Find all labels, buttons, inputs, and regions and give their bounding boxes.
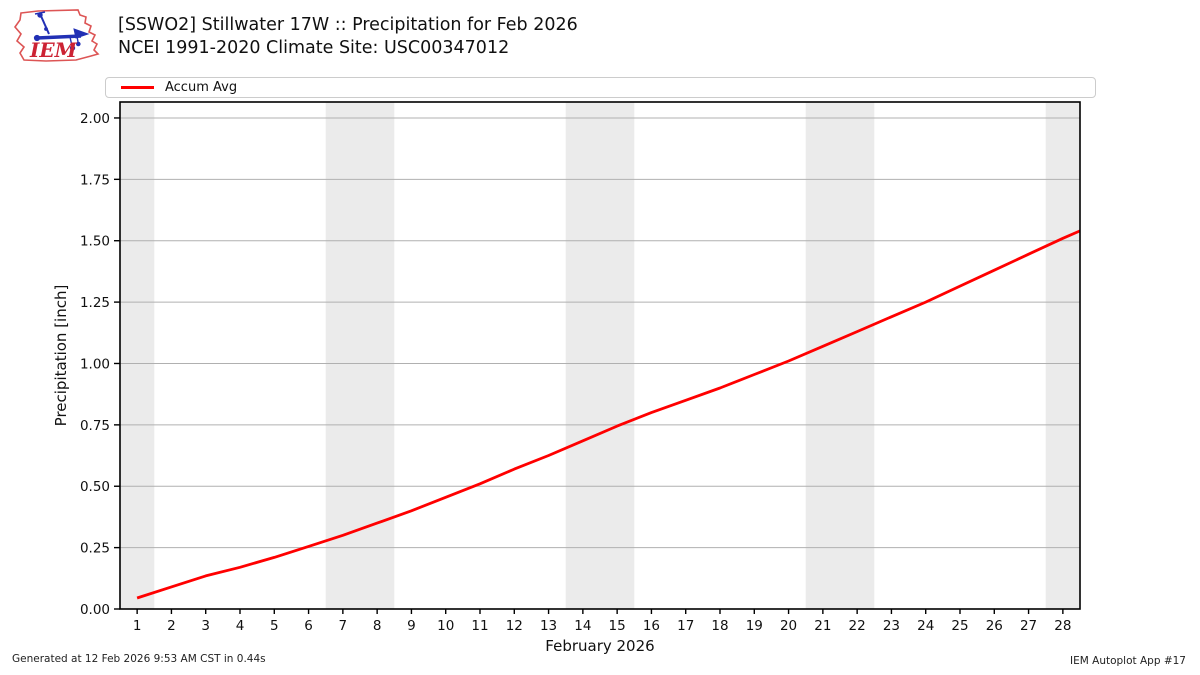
y-tick-label: 0.25 — [80, 541, 110, 557]
x-tick-label: 1 — [133, 618, 142, 634]
y-tick-label: 1.25 — [80, 295, 110, 311]
generated-at-text: Generated at 12 Feb 2026 9:53 AM CST in … — [12, 653, 266, 665]
x-tick-label: 8 — [373, 618, 382, 634]
x-tick-label: 2 — [167, 618, 176, 634]
x-axis-label: February 2026 — [545, 637, 654, 655]
chart-title-block: [SSWO2] Stillwater 17W :: Precipitation … — [118, 14, 578, 60]
chart-title: [SSWO2] Stillwater 17W :: Precipitation … — [118, 15, 578, 35]
app-credit-text: IEM Autoplot App #17 — [1070, 655, 1186, 667]
x-tick-label: 27 — [1020, 618, 1037, 634]
x-tick-label: 4 — [236, 618, 245, 634]
x-tick-label: 21 — [814, 618, 831, 634]
y-tick-label: 0.50 — [80, 479, 110, 495]
iowa-outline — [13, 9, 100, 62]
plot-border — [119, 101, 1081, 610]
accum-avg-legend-label: Accum Avg — [165, 80, 238, 95]
x-tick-label: 16 — [643, 618, 660, 634]
accum-avg-legend-swatch — [121, 86, 154, 89]
weekend-band — [120, 102, 155, 609]
x-tick-label: 23 — [883, 618, 900, 634]
y-tick-label: 1.50 — [80, 234, 110, 250]
y-tick-label: 0.00 — [80, 602, 110, 618]
weather-instrument-icon — [33, 11, 90, 51]
weekend-band — [565, 102, 635, 609]
x-tick-label: 11 — [471, 618, 488, 634]
x-tick-label: 15 — [609, 618, 626, 634]
x-tick-label: 26 — [986, 618, 1003, 634]
y-tick-label: 1.00 — [80, 356, 110, 372]
iem-logo-graphic: IEM — [13, 9, 100, 62]
accum-avg-line — [136, 229, 1081, 600]
y-tick-label: 1.75 — [80, 172, 110, 188]
x-tick-label: 22 — [849, 618, 866, 634]
x-tick-label: 17 — [677, 618, 694, 634]
weekend-band — [1045, 102, 1080, 609]
x-tick-label: 5 — [270, 618, 279, 634]
x-tick-label: 3 — [201, 618, 210, 634]
x-tick-label: 9 — [407, 618, 416, 634]
x-tick-label: 28 — [1054, 618, 1071, 634]
weekend-band — [325, 102, 395, 609]
x-tick-label: 12 — [506, 618, 523, 634]
x-tick-label: 14 — [574, 618, 591, 634]
y-axis-label: Precipitation [inch] — [52, 285, 70, 427]
legend-box: Accum Avg — [105, 77, 1096, 98]
x-tick-label: 13 — [540, 618, 557, 634]
x-tick-label: 6 — [304, 618, 313, 634]
iem-logo: IEM — [8, 5, 112, 65]
x-tick-label: 10 — [437, 618, 454, 634]
y-tick-label: 2.00 — [80, 111, 110, 127]
x-tick-label: 7 — [339, 618, 348, 634]
chart-subtitle: NCEI 1991-2020 Climate Site: USC00347012 — [118, 38, 510, 58]
x-tick-label: 18 — [711, 618, 728, 634]
y-tick-label: 0.75 — [80, 418, 110, 434]
x-tick-label: 25 — [951, 618, 968, 634]
iem-logo-text: IEM — [29, 38, 78, 62]
weekend-band — [805, 102, 875, 609]
x-tick-label: 24 — [917, 618, 934, 634]
x-tick-label: 20 — [780, 618, 797, 634]
x-tick-label: 19 — [746, 618, 763, 634]
